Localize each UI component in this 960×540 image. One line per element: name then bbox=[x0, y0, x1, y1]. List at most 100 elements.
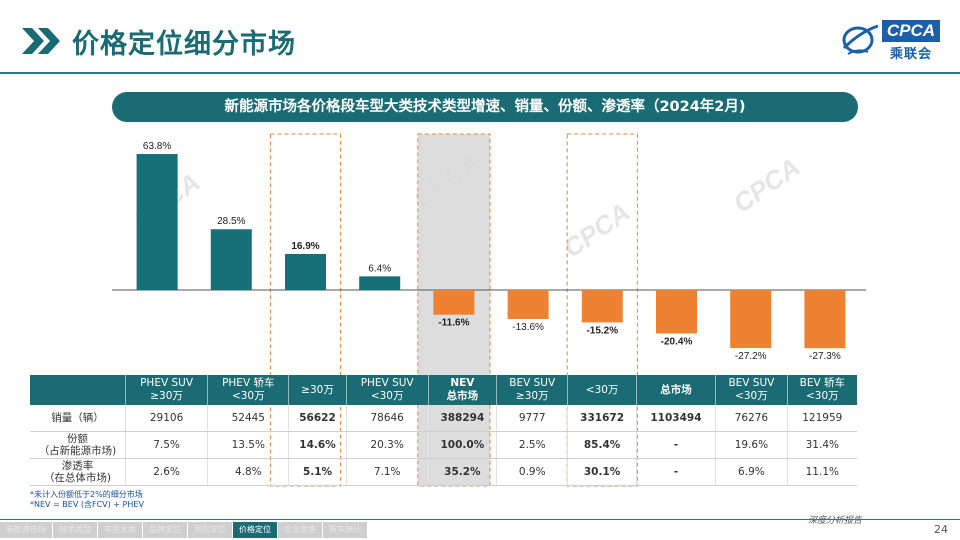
column-header-line1: 总市场 bbox=[660, 383, 692, 396]
column-header-0: PHEV SUV ≥30万 bbox=[124, 375, 208, 405]
table-cell: 56622 bbox=[288, 405, 347, 432]
bar-6 bbox=[581, 290, 623, 323]
logo-text: CPCA bbox=[882, 20, 940, 42]
highlight-box-6 bbox=[566, 133, 638, 487]
chart-title: 新能源市场各价格段车型大类技术类型增速、销量、份额、渗透率（2024年2月) bbox=[112, 92, 858, 122]
table-cell: 35.2% bbox=[427, 458, 497, 486]
table-cell: 7.5% bbox=[124, 431, 208, 459]
table-cell: 13.5% bbox=[207, 431, 289, 459]
nav-item-7[interactable]: 新车统计 bbox=[323, 522, 367, 538]
bar-7 bbox=[656, 290, 697, 334]
table-header-row: PHEV SUV ≥30万 PHEV 轿车 <30万 ≥30万 PHEV SUV <30万 N… bbox=[30, 375, 857, 405]
column-header-line1: PHEV 轿车 bbox=[222, 377, 275, 389]
table-cell: 29106 bbox=[124, 405, 208, 432]
column-header-line2: <30万 bbox=[735, 390, 768, 402]
column-header-line1: NEV bbox=[450, 377, 475, 389]
data-label-0: 63.8% bbox=[143, 141, 171, 152]
column-header-6: <30万 bbox=[567, 375, 637, 405]
column-header-9: BEV 轿车 <30万 bbox=[786, 375, 857, 405]
page-title: 价格定位细分市场 bbox=[72, 29, 296, 60]
highlight-box-2 bbox=[269, 133, 342, 487]
data-label-3: 6.4% bbox=[368, 263, 391, 274]
table-row: 销量（辆） 29106 52445 56622 78646 388294 9777 33167… bbox=[30, 405, 857, 432]
data-label-8: -27.2% bbox=[735, 351, 767, 362]
table-cell: 100.0% bbox=[427, 431, 497, 459]
column-header-line1: PHEV SUV bbox=[140, 377, 194, 389]
column-header-line1: BEV 轿车 bbox=[799, 377, 845, 389]
data-label-6: -15.2% bbox=[586, 325, 618, 336]
data-label-4: -11.6% bbox=[438, 318, 469, 329]
table-cell: 1103494 bbox=[635, 405, 716, 432]
table-cell: 5.1% bbox=[288, 458, 347, 486]
column-header-line2: <30万 bbox=[370, 390, 404, 402]
data-label-5: -13.6% bbox=[512, 322, 544, 333]
row-label: 渗透率 （在总体市场) bbox=[30, 458, 126, 486]
table-cell: 2.5% bbox=[496, 431, 568, 459]
column-header-line1: <30万 bbox=[585, 383, 619, 396]
table-cell: 19.6% bbox=[715, 431, 788, 459]
logo-cn-text: 乘联会 bbox=[890, 47, 933, 62]
nav-item-6[interactable]: 企业竞争 bbox=[278, 522, 322, 538]
section-nav: 新能源市场 技术类型 车型大类 品牌定位 国别定位 价格定位 企业竞争 新车统计 bbox=[0, 522, 368, 538]
bar-9 bbox=[804, 290, 846, 349]
table-cell: 7.1% bbox=[345, 458, 429, 486]
footer-divider bbox=[0, 519, 960, 520]
data-label-2: 16.9% bbox=[291, 241, 319, 252]
data-label-7: -20.4% bbox=[661, 336, 693, 347]
table-cell: 0.9% bbox=[496, 458, 568, 486]
table-cell: 76276 bbox=[715, 405, 788, 432]
table-row: 份额 （占新能源市场) 7.5% 13.5% 14.6% 20.3% 100.0% 2.5% 8… bbox=[30, 431, 857, 459]
column-header-8: BEV SUV <30万 bbox=[715, 375, 788, 405]
table-cell: - bbox=[635, 431, 716, 459]
table-cell: 9777 bbox=[496, 405, 568, 432]
table-cell: 31.4% bbox=[786, 431, 857, 459]
bar-4 bbox=[433, 290, 475, 315]
nav-item-1[interactable]: 技术类型 bbox=[53, 522, 97, 538]
column-header-1: PHEV 轿车 <30万 bbox=[207, 375, 289, 405]
column-header-line2: ≥30万 bbox=[515, 390, 549, 402]
table-cell: 388294 bbox=[427, 405, 497, 432]
table-cell: 14.6% bbox=[288, 431, 347, 459]
page-number: 24 bbox=[934, 523, 948, 536]
bar-8 bbox=[730, 290, 772, 348]
row-label: 份额 （占新能源市场) bbox=[30, 431, 126, 459]
footnote-2: *NEV = BEV (含FCV) + PHEV bbox=[30, 500, 144, 509]
table-cell: 6.9% bbox=[715, 458, 788, 486]
nav-item-0[interactable]: 新能源市场 bbox=[0, 522, 52, 538]
data-label-9: -27.3% bbox=[809, 351, 841, 362]
column-header-line2: ≥30万 bbox=[150, 390, 183, 402]
table-cell: 52445 bbox=[207, 405, 289, 432]
globe-logo-icon bbox=[842, 24, 879, 55]
title-chevron-icon bbox=[22, 28, 60, 54]
column-header-line1: ≥30万 bbox=[301, 383, 334, 396]
table-row: 渗透率 （在总体市场) 2.6% 4.8% 5.1% 7.1% 35.2% 0.9% 30.1%… bbox=[30, 458, 857, 486]
column-header-2: ≥30万 bbox=[288, 375, 347, 405]
column-header-line2: <30万 bbox=[805, 390, 839, 402]
column-header-3: PHEV SUV <30万 bbox=[345, 375, 429, 405]
nav-item-4[interactable]: 国别定位 bbox=[188, 522, 232, 538]
table-cell: 78646 bbox=[345, 405, 429, 432]
footnote-1: *未计入份额低于2%的细分市场 bbox=[30, 490, 143, 499]
cpca-logo: CPCA 乘联会 bbox=[838, 18, 940, 62]
table-cell: 4.8% bbox=[207, 458, 289, 486]
table-cell: 85.4% bbox=[567, 431, 637, 459]
column-header-line1: PHEV SUV bbox=[360, 377, 414, 389]
table-cell: 121959 bbox=[786, 405, 857, 432]
table-cell: 20.3% bbox=[345, 431, 429, 459]
table-corner-cell bbox=[30, 375, 126, 405]
table-cell: 30.1% bbox=[567, 458, 637, 486]
header-divider bbox=[0, 72, 960, 74]
bar-3 bbox=[359, 276, 401, 290]
column-header-line2: 总市场 bbox=[446, 390, 479, 402]
column-header-line1: BEV SUV bbox=[509, 377, 556, 389]
bar-1 bbox=[210, 229, 252, 290]
bar-2 bbox=[285, 253, 326, 290]
row-label: 销量（辆） bbox=[30, 405, 126, 432]
report-tag: 深度分析报告 bbox=[808, 516, 863, 526]
bar-0 bbox=[136, 154, 178, 290]
column-header-7: 总市场 bbox=[635, 375, 716, 405]
nav-item-5[interactable]: 价格定位 bbox=[233, 522, 277, 538]
nav-item-2[interactable]: 车型大类 bbox=[98, 522, 142, 538]
nav-item-3[interactable]: 品牌定位 bbox=[143, 522, 187, 538]
data-label-1: 28.5% bbox=[217, 216, 245, 227]
